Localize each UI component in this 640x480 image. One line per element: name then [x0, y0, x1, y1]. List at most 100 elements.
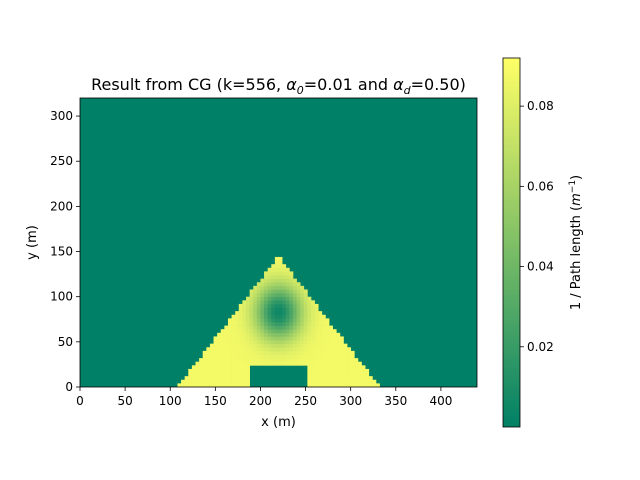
heatmap-cell: [285, 358, 290, 363]
heatmap-cell: [267, 347, 272, 352]
heatmap-cell: [318, 372, 323, 377]
heatmap-cell: [199, 361, 204, 366]
heatmap-cell: [217, 376, 222, 381]
heatmap-cell: [220, 340, 225, 344]
heatmap-cell: [274, 293, 279, 298]
heatmap-cell: [307, 372, 312, 377]
heatmap-cell: [310, 321, 315, 326]
y-tick-label: 200: [50, 199, 73, 213]
heatmap-cell: [271, 285, 276, 290]
heatmap-cell: [267, 325, 272, 330]
heatmap-cell: [264, 307, 269, 312]
heatmap-cell: [296, 296, 301, 301]
heatmap-cell: [274, 361, 279, 366]
heatmap-cell: [242, 354, 247, 359]
heatmap-cell: [209, 358, 214, 363]
heatmap-cell: [332, 347, 337, 352]
heatmap-cell: [303, 307, 308, 312]
heatmap-cell: [256, 318, 261, 323]
heatmap-cell: [289, 318, 294, 323]
heatmap-cell: [354, 368, 359, 373]
heatmap-cell: [296, 325, 301, 330]
heatmap-cell: [321, 361, 326, 366]
heatmap-cell: [227, 354, 232, 359]
chart-title: Result from CG (k=556, α0=0.01 and αd=0.…: [91, 75, 466, 97]
heatmap-cell: [339, 343, 344, 348]
heatmap-cell: [220, 358, 225, 363]
heatmap-cell: [339, 361, 344, 366]
heatmap-cell: [296, 336, 301, 341]
heatmap-cell: [332, 358, 337, 363]
heatmap-cell: [282, 343, 287, 348]
heatmap-cell: [235, 372, 240, 377]
heatmap-cell: [310, 354, 315, 359]
heatmap-cell: [289, 275, 294, 279]
heatmap-cell: [246, 354, 250, 359]
heatmap-cell: [267, 311, 272, 316]
plot-frame: [79, 97, 478, 388]
heatmap-cell: [267, 358, 272, 363]
heatmap-cell: [343, 383, 348, 388]
heatmap-cell: [235, 383, 240, 388]
heatmap-cell: [274, 289, 279, 294]
colorbar-tick-label: 0.04: [527, 260, 554, 274]
heatmap-cell: [336, 354, 341, 359]
heatmap-cell: [343, 358, 348, 363]
heatmap-cell: [253, 296, 258, 301]
heatmap-cell: [191, 376, 196, 381]
heatmap-cell: [274, 285, 279, 290]
heatmap-cell: [289, 329, 294, 334]
heatmap-cell: [249, 358, 254, 363]
heatmap-cell: [260, 307, 265, 312]
heatmap-cell: [249, 354, 254, 359]
heatmap-cell: [285, 275, 290, 279]
heatmap-cell: [292, 293, 297, 298]
heatmap-cell: [314, 318, 319, 323]
heatmap-cell: [292, 329, 297, 334]
heatmap-cell: [296, 318, 301, 323]
heatmap-cell: [285, 271, 290, 276]
heatmap-cell: [274, 300, 279, 305]
heatmap-cell: [264, 300, 269, 305]
heatmap-cell: [318, 340, 323, 344]
heatmap-cell: [321, 379, 326, 384]
heatmap-cell: [224, 376, 229, 381]
heatmap-cell: [267, 354, 272, 359]
heatmap-cell: [246, 314, 250, 319]
heatmap-cell: [285, 278, 290, 283]
y-tick-label: 300: [50, 109, 73, 123]
heatmap-cell: [314, 329, 319, 334]
heatmap-cell: [213, 340, 218, 344]
heatmap-cell: [242, 303, 247, 308]
heatmap-cell: [278, 307, 283, 312]
heatmap-cell: [217, 336, 222, 341]
heatmap-cell: [274, 260, 279, 265]
heatmap-cell: [249, 303, 254, 308]
heatmap-cell: [339, 340, 344, 344]
heatmap-cell: [300, 285, 305, 290]
heatmap-cell: [314, 311, 319, 316]
heatmap-cell: [289, 343, 294, 348]
heatmap-cell: [235, 332, 240, 337]
heatmap-cell: [195, 383, 200, 388]
heatmap-cell: [321, 354, 326, 359]
heatmap-cell: [256, 354, 261, 359]
heatmap-cell: [310, 383, 315, 388]
heatmap-cell: [249, 347, 254, 352]
heatmap-cell: [307, 354, 312, 359]
heatmap-cell: [274, 264, 279, 269]
heatmap-cell: [318, 350, 323, 355]
heatmap-cell: [282, 336, 287, 341]
heatmap-cell: [260, 350, 265, 355]
heatmap-cell: [249, 350, 254, 355]
heatmap-cell: [339, 354, 344, 359]
heatmap-cell: [213, 365, 218, 370]
heatmap-cell: [249, 307, 254, 312]
heatmap-cell: [318, 314, 323, 319]
heatmap-cell: [242, 300, 247, 305]
heatmap-cell: [256, 293, 261, 298]
heatmap-cell: [188, 372, 193, 377]
heatmap-cell: [289, 278, 294, 283]
heatmap-cell: [365, 379, 370, 384]
heatmap-cell: [332, 379, 337, 384]
